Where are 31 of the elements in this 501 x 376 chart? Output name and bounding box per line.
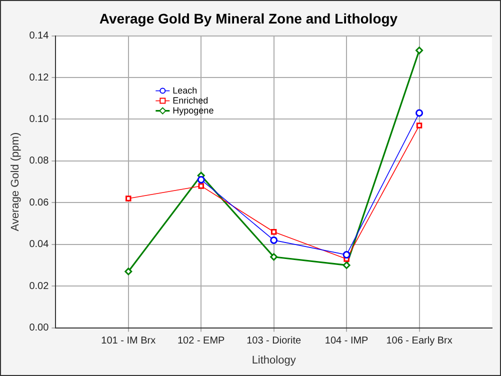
x-tick-label: 103 - Diorite [246,336,302,347]
x-tick-label: 104 - IMP [324,336,369,347]
point [197,176,205,184]
point [198,183,204,189]
point [270,228,277,235]
legend-label: Hypogene [172,105,214,116]
y-tick-label: 0.10 [29,114,50,125]
legend-label: Leach [172,85,198,96]
point [124,268,132,276]
x-tick-label: 101 - IM Brx [101,336,156,347]
point [342,261,350,269]
x-axis-title: Lithology [252,354,296,366]
x-tick-label: 106 - Early Brx [386,336,452,347]
y-axis-title: Average Gold (ppm) [10,132,22,232]
point [416,122,422,128]
y-tick-label: 0.12 [29,72,50,84]
y-tick-label: 0.06 [29,197,50,208]
point [416,46,424,54]
y-tick-label: 0.00 [29,322,50,334]
y-tick-label: 0.08 [29,156,50,167]
point [416,109,424,117]
y-tick-label: 0.04 [29,239,50,250]
legend-label: Enriched [172,95,208,106]
point [270,253,278,261]
y-tick-label: 0.02 [29,280,50,292]
point [126,196,132,202]
point [342,251,350,259]
y-tick-label: 0.14 [29,30,50,42]
point [270,236,278,244]
x-tick-label: 102 - EMP [177,336,226,347]
chart-title: Average Gold By Mineral Zone and Lithology [99,10,398,26]
